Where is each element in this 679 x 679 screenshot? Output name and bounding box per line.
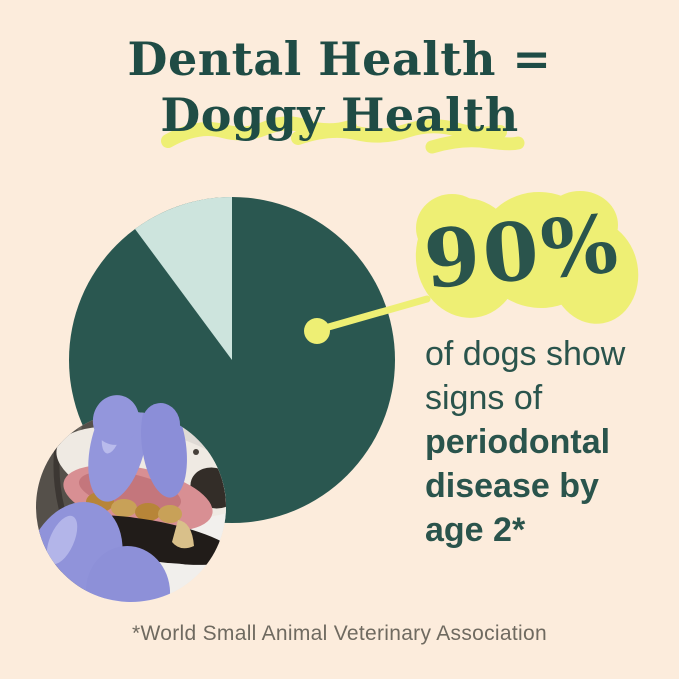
stat-desc-line-1: of dogs show	[425, 335, 626, 373]
stat-description: of dogs show signs of periodontal diseas…	[425, 332, 665, 552]
stat-value: 90%	[420, 196, 625, 307]
page-title-line-2: Doggy Health	[160, 88, 519, 142]
title-underline-highlight	[161, 116, 525, 154]
pie-slice-10-percent	[135, 196, 232, 360]
page-title-line-1: Dental Health =	[127, 32, 552, 86]
callout-line	[314, 295, 431, 334]
glove-fingertip-icon	[141, 403, 181, 445]
callout-dot	[304, 318, 330, 344]
callout	[304, 295, 431, 344]
stat-desc-line-2: signs of	[425, 379, 543, 417]
stat-desc-line-5: age 2*	[425, 511, 526, 549]
glove-fingertip-icon	[92, 395, 140, 445]
stat-desc-line-3: periodontal	[425, 423, 611, 461]
stat-desc-line-4: disease by	[425, 467, 599, 505]
dog-mouth-photo	[36, 395, 226, 602]
stat-highlight-blob	[415, 191, 639, 324]
footer-source-note: *World Small Animal Veterinary Associati…	[132, 622, 547, 645]
